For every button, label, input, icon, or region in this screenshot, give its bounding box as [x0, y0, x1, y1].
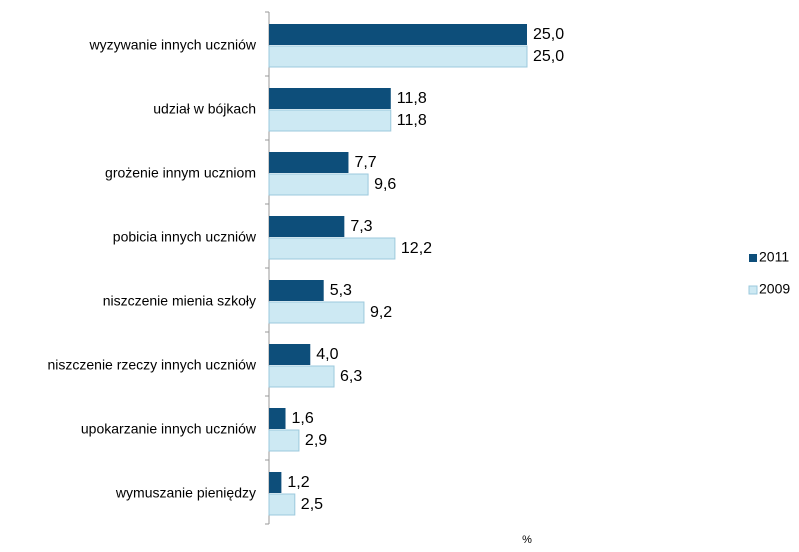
value-label: 9,2 [370, 304, 392, 321]
value-label: 1,6 [292, 410, 314, 427]
value-label: 12,2 [401, 240, 432, 257]
legend-swatch [748, 285, 758, 295]
bar [269, 344, 311, 365]
x-axis-label: % [522, 534, 532, 546]
bar [268, 365, 335, 388]
value-label: 25,0 [533, 26, 564, 43]
category-label: wymuszanie pieniędzy [115, 485, 256, 501]
bar [269, 24, 527, 45]
legend-swatch [749, 254, 757, 262]
value-label: 5,3 [330, 282, 352, 299]
bar [268, 109, 392, 132]
bar [268, 429, 300, 452]
value-label: 11,8 [397, 90, 427, 107]
bar [269, 88, 391, 109]
bar [268, 493, 296, 516]
category-label: udział w bójkach [153, 101, 256, 117]
value-label: 1,2 [287, 474, 309, 491]
value-label: 9,6 [374, 176, 396, 193]
legend-label: 2009 [759, 281, 790, 297]
bar [269, 472, 282, 493]
category-label: grożenie innym uczniom [105, 165, 256, 181]
value-label: 7,3 [350, 218, 372, 235]
bar [269, 280, 324, 301]
value-label: 2,5 [301, 496, 323, 513]
bar [268, 237, 396, 260]
category-label: niszczenie mienia szkoły [103, 293, 256, 309]
bar [269, 408, 286, 429]
bar [268, 45, 528, 68]
bar [268, 173, 369, 196]
bar [269, 152, 349, 173]
bar [269, 216, 345, 237]
category-label: upokarzanie innych uczniów [81, 421, 257, 437]
legend-label: 2011 [759, 249, 789, 265]
category-label: wyzywanie innych uczniów [88, 37, 256, 53]
value-label: 4,0 [316, 346, 338, 363]
value-label: 7,7 [354, 154, 376, 171]
value-label: 11,8 [397, 112, 427, 129]
category-label: niszczenie rzeczy innych uczniów [47, 357, 256, 373]
value-label: 25,0 [533, 48, 564, 65]
value-label: 6,3 [340, 368, 362, 385]
bar [268, 301, 365, 324]
category-label: pobicia innych uczniów [113, 229, 257, 245]
value-label: 2,9 [305, 432, 327, 449]
